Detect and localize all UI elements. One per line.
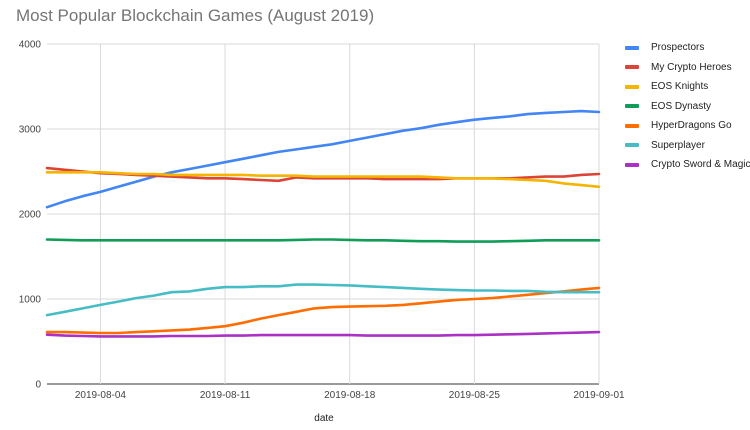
legend-swatch (625, 45, 639, 50)
y-tick-label: 2000 (19, 210, 42, 221)
y-tick-labels: 0 1000 2000 3000 4000 (19, 40, 42, 391)
x-tick-label: 2019-08-11 (200, 390, 251, 401)
x-tick-label: 2019-09-01 (573, 390, 625, 401)
series-line-superplayer (45, 283, 601, 317)
legend-swatch (625, 162, 639, 167)
legend-item-superplayer: Superplayer (625, 136, 750, 156)
y-tick-label: 1000 (19, 295, 42, 306)
legend-swatch (625, 143, 639, 148)
legend-label: Prospectors (651, 42, 705, 54)
legend-item-prospectors: Prospectors (625, 38, 750, 58)
x-tick-label: 2019-08-18 (324, 390, 376, 401)
chart-title: Most Popular Blockchain Games (August 20… (16, 6, 375, 25)
legend-swatch (625, 104, 639, 109)
series-line-crypto-sword-magic (45, 330, 601, 338)
legend-item-eos-knights: EOS Knights (625, 77, 750, 97)
x-tick-label: 2019-08-25 (449, 390, 501, 401)
x-axis-label: date (314, 413, 334, 424)
legend-label: EOS Knights (651, 81, 709, 93)
x-tick-label: 2019-08-04 (75, 390, 127, 401)
series-line-prospectors (45, 109, 601, 209)
y-tick-label: 3000 (19, 125, 42, 136)
legend-item-eos-dynasty: EOS Dynasty (625, 97, 750, 117)
x-tick-labels: 2019-08-04 2019-08-11 2019-08-18 2019-08-25… (75, 390, 625, 401)
series-line-hyperdragons-go (45, 286, 601, 335)
series-line-eos-dynasty (45, 238, 601, 243)
legend-swatch (625, 84, 639, 89)
legend-label: Superplayer (651, 139, 705, 151)
y-tick-label: 0 (35, 380, 41, 391)
grid-lines (47, 43, 600, 385)
series-lines (45, 109, 601, 338)
legend-item-crypto-sword-magic: Crypto Sword & Magic (625, 155, 750, 175)
legend-label: Crypto Sword & Magic (651, 159, 750, 171)
legend-label: HyperDragons Go (651, 120, 732, 132)
legend-item-hyperdragons-go: HyperDragons Go (625, 116, 750, 136)
legend: Prospectors My Crypto Heroes EOS Knights EO… (625, 38, 750, 175)
series-line-eos-knights (45, 171, 601, 189)
legend-swatch (625, 65, 639, 70)
legend-label: My Crypto Heroes (651, 61, 732, 73)
legend-swatch (625, 123, 639, 128)
legend-item-my-crypto-heroes: My Crypto Heroes (625, 58, 750, 78)
y-tick-label: 4000 (19, 40, 42, 51)
legend-label: EOS Dynasty (651, 100, 712, 112)
